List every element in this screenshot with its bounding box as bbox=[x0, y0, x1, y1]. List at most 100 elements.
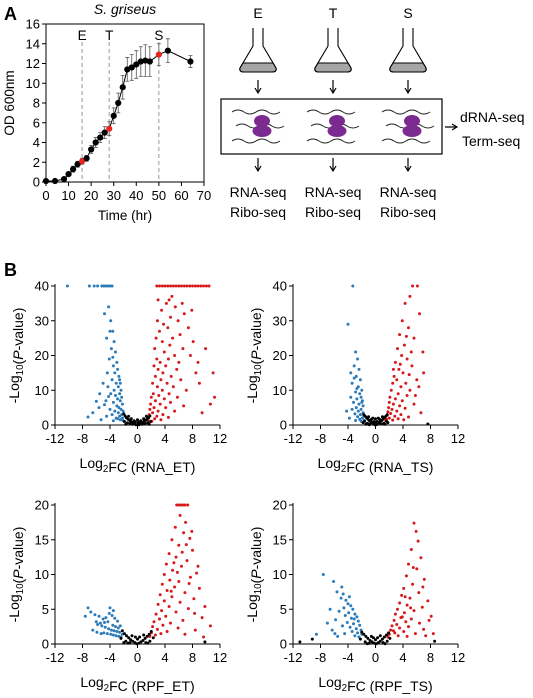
volcano-point-up bbox=[204, 347, 208, 351]
volcano-point-ns bbox=[426, 422, 430, 426]
volcano-point-ns bbox=[387, 631, 391, 635]
volcano-point-up bbox=[166, 284, 170, 288]
volcano-point-down bbox=[343, 632, 347, 636]
volcano-point-up bbox=[424, 634, 428, 638]
volcano-point-up bbox=[392, 618, 396, 622]
volcano-point-up bbox=[158, 329, 161, 333]
volcano-point-ns bbox=[129, 417, 133, 421]
volcano-point-up bbox=[170, 294, 174, 298]
volcano-point-down bbox=[103, 403, 106, 407]
volcano-point-ns bbox=[143, 636, 147, 640]
volcano-point-down bbox=[105, 336, 109, 340]
volcano-point-up bbox=[160, 609, 164, 613]
volcano-x-tick-label: -12 bbox=[284, 431, 303, 446]
ribo-seq-label: Ribo-seq bbox=[230, 204, 286, 220]
volcano-point-up bbox=[199, 284, 203, 288]
volcano-point-down bbox=[355, 397, 359, 401]
volcano-point-up bbox=[404, 574, 408, 578]
volcano-point-down bbox=[103, 621, 106, 624]
volcano-y-tick-label: 10 bbox=[35, 567, 49, 582]
volcano-point-up bbox=[193, 611, 197, 615]
volcano-x-tick-label: -4 bbox=[104, 431, 116, 446]
volcano-point-ns bbox=[298, 640, 302, 644]
volcano-point-up bbox=[164, 562, 168, 566]
volcano-x-tick-label: -12 bbox=[284, 650, 303, 665]
volcano-point-down bbox=[350, 630, 354, 633]
volcano-point-up bbox=[182, 312, 186, 316]
volcano-point-down bbox=[351, 607, 355, 611]
volcano-point-up bbox=[405, 603, 409, 607]
down-arrow-icon bbox=[254, 80, 262, 95]
volcano-point-up bbox=[185, 284, 189, 288]
volcano-point-down bbox=[118, 414, 122, 418]
volcano-x-tick-label: 0 bbox=[134, 650, 141, 665]
volcano-point-down bbox=[354, 374, 358, 378]
volcano-point-down bbox=[351, 284, 355, 288]
volcano-point-down bbox=[340, 585, 344, 589]
volcano-points bbox=[298, 521, 437, 646]
volcano-x-tick-label: 4 bbox=[161, 431, 168, 446]
volcano-point-down bbox=[358, 623, 362, 627]
volcano-point-up bbox=[162, 322, 166, 326]
volcano-point-up bbox=[422, 627, 426, 631]
volcano-point-up bbox=[186, 503, 190, 507]
volcano-point-down bbox=[117, 406, 121, 410]
volcano-point-up bbox=[183, 632, 187, 636]
volcano-point-ns bbox=[151, 636, 155, 640]
flask-icon bbox=[239, 28, 277, 73]
volcano-point-down bbox=[352, 622, 355, 626]
growth-point bbox=[133, 61, 140, 68]
volcano-point-up bbox=[391, 418, 395, 422]
volcano-point-up bbox=[395, 409, 399, 413]
volcano-point-down bbox=[337, 609, 341, 613]
volcano-point-up bbox=[429, 614, 433, 618]
volcano-plot-1: -12 -8 -4 0 4 8 12 0 10 20 30 40 Log2FC (RNA_ET) -Log… bbox=[6, 279, 227, 476]
volcano-point-up bbox=[153, 374, 157, 378]
volcano-point-up bbox=[188, 536, 192, 540]
volcano-point-down bbox=[102, 631, 106, 635]
volcano-point-up bbox=[393, 414, 397, 418]
volcano-point-up bbox=[151, 625, 155, 629]
volcano-point-up bbox=[208, 624, 212, 628]
volcano-point-down bbox=[330, 628, 334, 632]
flask-icon bbox=[389, 28, 427, 73]
volcano-point-down bbox=[116, 417, 120, 421]
volcano-point-up bbox=[390, 624, 394, 628]
volcano-point-up bbox=[180, 550, 184, 554]
volcano-point-up bbox=[161, 623, 165, 627]
volcano-point-up bbox=[421, 350, 425, 354]
growth-point bbox=[60, 175, 68, 183]
volcano-point-down bbox=[119, 407, 123, 411]
volcano-point-ns bbox=[145, 634, 149, 638]
volcano-point-down bbox=[120, 416, 124, 420]
volcano-point-down bbox=[349, 604, 353, 608]
volcano-x-tick-label: 8 bbox=[189, 431, 196, 446]
volcano-point-up bbox=[155, 627, 159, 631]
volcano-point-ns bbox=[371, 636, 375, 640]
volcano-point-up bbox=[403, 406, 407, 410]
volcano-point-down bbox=[118, 381, 122, 385]
volcano-point-down bbox=[352, 364, 356, 368]
volcano-point-down bbox=[346, 602, 350, 606]
volcano-point-up bbox=[151, 392, 155, 396]
volcano-point-up bbox=[166, 415, 170, 419]
volcano-point-down bbox=[336, 634, 340, 638]
volcano-point-down bbox=[354, 627, 358, 631]
growth-point bbox=[88, 146, 95, 153]
volcano-y-tick-label: 0 bbox=[280, 637, 287, 652]
volcano-x-tick-label: 0 bbox=[372, 650, 379, 665]
volcano-point-ns bbox=[376, 416, 380, 420]
volcano-point-up bbox=[177, 580, 181, 583]
volcano-point-down bbox=[118, 630, 122, 634]
volcano-point-down bbox=[111, 329, 115, 333]
volcano-point-down bbox=[120, 402, 124, 406]
volcano-point-up bbox=[396, 347, 399, 351]
volcano-point-down bbox=[104, 399, 108, 403]
volcano-y-tick-label: 0 bbox=[42, 418, 49, 433]
volcano-y-tick-label: 10 bbox=[273, 383, 287, 398]
volcano-point-up bbox=[176, 626, 180, 630]
volcano-point-ns bbox=[363, 640, 367, 644]
volcano-point-up bbox=[174, 284, 178, 288]
volcano-xlabel: Log2FC (RPF_ET) bbox=[80, 674, 194, 694]
volcano-point-down bbox=[118, 399, 122, 403]
